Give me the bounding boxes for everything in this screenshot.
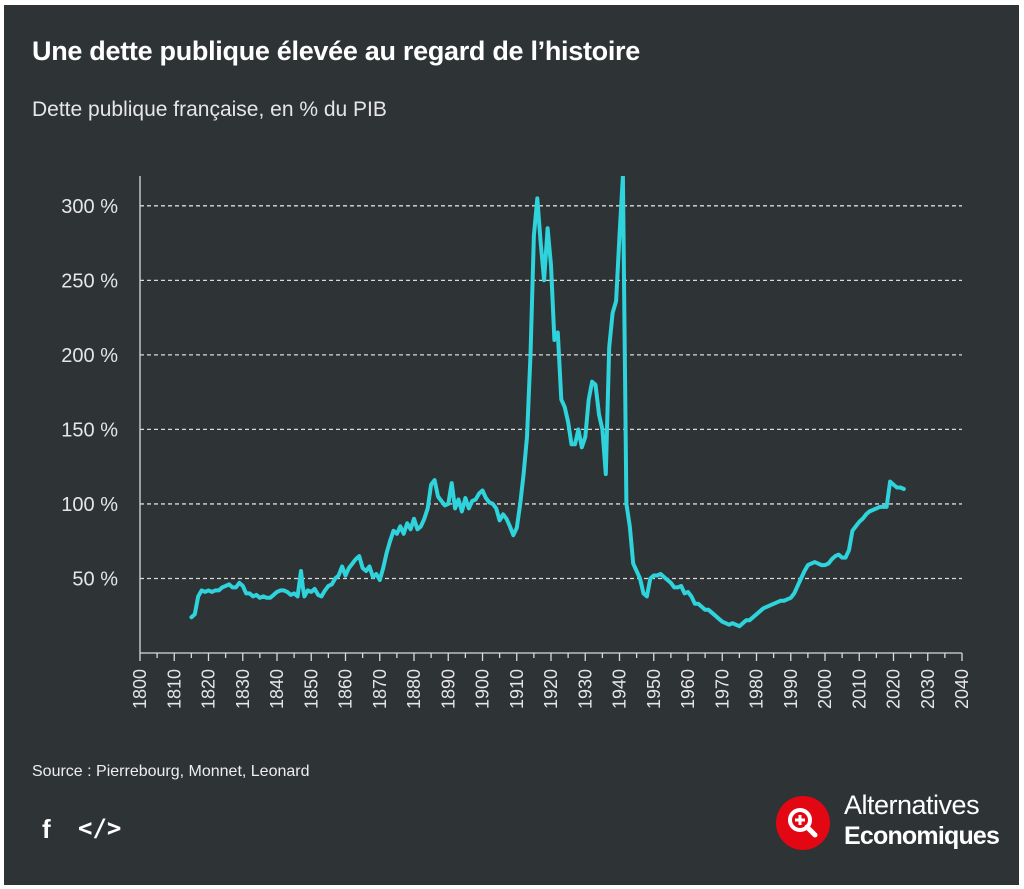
x-tick-label: 1810 bbox=[164, 669, 184, 709]
y-tick-label: 250 % bbox=[61, 270, 118, 292]
brand-logo-block[interactable]: Alternatives Economiques bbox=[776, 788, 1000, 858]
y-tick-label: 200 % bbox=[61, 345, 118, 367]
x-tick-label: 1800 bbox=[130, 669, 150, 709]
x-tick-label: 2010 bbox=[849, 669, 869, 709]
x-tick-label: 1840 bbox=[267, 669, 287, 709]
x-tick-label: 1890 bbox=[438, 669, 458, 709]
x-tick-label: 1980 bbox=[747, 669, 767, 709]
x-tick-label: 1850 bbox=[301, 669, 321, 709]
embed-code-icon[interactable]: </> bbox=[78, 814, 122, 842]
chart-title: Une dette publique élevée au regard de l… bbox=[32, 36, 640, 66]
debt-series-line bbox=[189, 176, 906, 629]
source-note: Source : Pierrebourg, Monnet, Leonard bbox=[32, 763, 310, 780]
brand-name-line2: Economiques bbox=[844, 822, 1000, 850]
x-tick-label: 1920 bbox=[541, 669, 561, 709]
brand-name-line1: Alternatives bbox=[844, 790, 980, 820]
x-tick-label: 1990 bbox=[781, 669, 801, 709]
x-tick-label: 1910 bbox=[507, 669, 527, 709]
x-tick-label: 2000 bbox=[815, 669, 835, 709]
x-tick-label: 1830 bbox=[233, 669, 253, 709]
x-tick-label: 1820 bbox=[199, 669, 219, 709]
line-chart: 50 % 100 % 150 % 200 % 250 % 300 % 1800 1810 182… bbox=[61, 176, 972, 709]
x-tick-label: 1940 bbox=[610, 669, 630, 709]
x-tick-label: 1860 bbox=[336, 669, 356, 709]
magnifier-plus-icon bbox=[776, 796, 830, 850]
x-tick-label: 2040 bbox=[952, 669, 972, 709]
x-tick-label: 1870 bbox=[370, 669, 390, 709]
y-tick-label: 50 % bbox=[72, 568, 118, 590]
x-tick-label: 1960 bbox=[678, 669, 698, 709]
x-tick-label: 2020 bbox=[884, 669, 904, 709]
x-tick-label: 1900 bbox=[473, 669, 493, 709]
y-tick-label: 150 % bbox=[61, 419, 118, 441]
y-tick-label: 300 % bbox=[61, 196, 118, 218]
facebook-icon[interactable]: f bbox=[42, 814, 51, 844]
x-tick-label: 1970 bbox=[712, 669, 732, 709]
x-tick-label: 1930 bbox=[575, 669, 595, 709]
x-tick-label: 1950 bbox=[644, 669, 664, 709]
x-tick-label: 2030 bbox=[918, 669, 938, 709]
y-tick-label: 100 % bbox=[61, 494, 118, 516]
chart-subtitle: Dette publique française, en % du PIB bbox=[32, 98, 387, 121]
chart-card bbox=[4, 5, 1019, 885]
x-tick-label: 1880 bbox=[404, 669, 424, 709]
